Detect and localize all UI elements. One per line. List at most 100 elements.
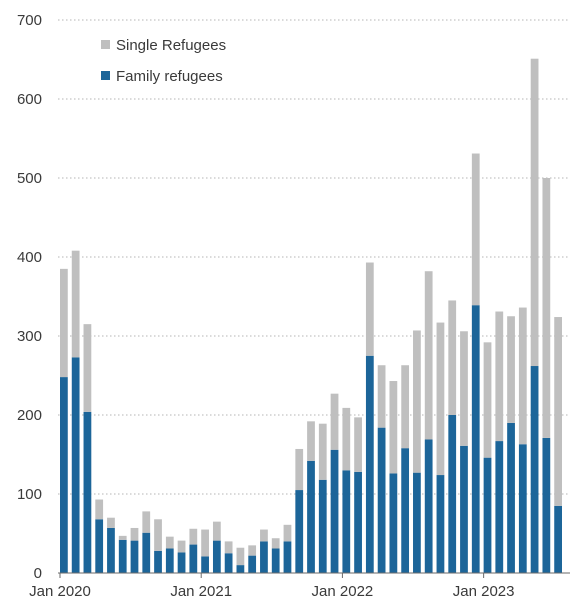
- bar-family-refugees-2023-05: [530, 366, 539, 573]
- bar-single-refugees-2022-02: [354, 417, 362, 472]
- bar-family-refugees-2022-07: [413, 472, 421, 573]
- bar-family-refugees-2020-02: [71, 357, 80, 573]
- bar-single-refugees-2023-02: [495, 311, 504, 442]
- y-tick-label: 700: [17, 12, 42, 29]
- legend-swatch-family-refugees: [101, 71, 110, 80]
- bar-single-refugees-2023-05: [530, 58, 539, 367]
- bar-family-refugees-2020-05: [107, 527, 115, 573]
- bar-single-refugees-2022-10: [448, 300, 457, 415]
- bar-single-refugees-2021-10: [307, 421, 315, 461]
- y-tick-label: 400: [17, 249, 42, 266]
- bar-family-refugees-2021-12: [330, 449, 339, 573]
- bar-single-refugees-2020-06: [118, 535, 127, 540]
- bar-family-refugees-2023-03: [507, 422, 515, 573]
- bar-family-refugees-2023-02: [495, 441, 504, 573]
- legend-swatch-single-refugees: [101, 40, 110, 49]
- bar-single-refugees-2021-01: [201, 529, 209, 557]
- bar-family-refugees-2020-03: [83, 411, 92, 573]
- bar-single-refugees-2021-02: [212, 521, 221, 541]
- legend: Single Refugees Family refugees: [101, 37, 226, 85]
- bar-family-refugees-2022-05: [389, 473, 398, 573]
- bar-single-refugees-2020-03: [83, 324, 92, 412]
- bar-single-refugees-2021-05: [248, 545, 257, 556]
- bar-family-refugees-2021-02: [212, 540, 221, 573]
- bar-single-refugees-2022-08: [424, 271, 433, 440]
- bar-single-refugees-2022-06: [401, 365, 410, 449]
- bar-family-refugees-2022-03: [365, 355, 374, 573]
- bar-single-refugees-2020-08: [142, 511, 151, 533]
- bar-single-refugees-2022-11: [460, 331, 468, 446]
- bar-single-refugees-2021-11: [318, 423, 327, 480]
- bar-single-refugees-2021-06: [260, 529, 268, 542]
- bar-family-refugees-2022-11: [460, 445, 468, 573]
- legend-label-family-refugees: Family refugees: [116, 68, 223, 85]
- bar-family-refugees-2021-05: [248, 555, 257, 573]
- bar-single-refugees-2021-12: [330, 393, 339, 450]
- bar-single-refugees-2023-07: [554, 317, 562, 506]
- bar-single-refugees-2022-05: [389, 381, 398, 474]
- bar-single-refugees-2020-04: [95, 499, 104, 520]
- y-tick-label: 200: [17, 407, 42, 424]
- bar-family-refugees-2022-04: [377, 427, 386, 573]
- bar-family-refugees-2020-08: [142, 532, 151, 573]
- bar-family-refugees-2021-08: [283, 541, 292, 573]
- y-tick-label: 0: [34, 565, 42, 582]
- y-tick-label: 100: [17, 486, 42, 503]
- bar-family-refugees-2022-12: [471, 305, 480, 573]
- bar-single-refugees-2022-03: [365, 262, 374, 356]
- bar-single-refugees-2023-04: [518, 307, 527, 445]
- bar-family-refugees-2020-10: [165, 548, 174, 573]
- bar-single-refugees-2021-08: [283, 524, 292, 542]
- bar-family-refugees-2022-01: [342, 470, 351, 573]
- bar-family-refugees-2020-12: [189, 544, 198, 573]
- bar-single-refugees-2022-12: [471, 153, 480, 306]
- x-tick-label: Jan 2023: [453, 583, 515, 600]
- bar-family-refugees-2021-09: [295, 490, 304, 573]
- bar-single-refugees-2023-06: [542, 178, 551, 438]
- bar-family-refugees-2020-11: [177, 552, 186, 573]
- bar-single-refugees-2020-01: [60, 268, 68, 378]
- bar-single-refugees-2020-02: [71, 250, 80, 358]
- y-tick-label: 600: [17, 91, 42, 108]
- bar-family-refugees-2023-06: [542, 437, 551, 573]
- bar-single-refugees-2020-05: [107, 517, 115, 528]
- bar-single-refugees-2020-10: [165, 536, 174, 549]
- bar-family-refugees-2021-10: [307, 460, 315, 573]
- bar-family-refugees-2022-06: [401, 448, 410, 573]
- bar-single-refugees-2020-07: [130, 527, 139, 541]
- bar-single-refugees-2023-03: [507, 316, 515, 423]
- x-tick-label: Jan 2021: [170, 583, 232, 600]
- bar-single-refugees-2021-04: [236, 547, 245, 566]
- bar-single-refugees-2020-12: [189, 528, 198, 545]
- bar-single-refugees-2021-09: [295, 448, 304, 491]
- bar-family-refugees-2023-07: [554, 505, 562, 573]
- bar-family-refugees-2021-04: [236, 565, 245, 573]
- bar-family-refugees-2023-01: [483, 457, 492, 573]
- bar-family-refugees-2020-07: [130, 540, 139, 573]
- gridlines: [58, 19, 570, 495]
- bar-single-refugees-2022-07: [413, 330, 421, 473]
- bar-family-refugees-2021-01: [201, 556, 209, 573]
- bar-family-refugees-2020-01: [60, 377, 68, 573]
- bars: [60, 58, 562, 573]
- bar-family-refugees-2020-06: [118, 539, 127, 573]
- x-axis-tick-labels: Jan 2020 Jan 2021 Jan 2022 Jan 2023: [29, 573, 514, 600]
- y-tick-label: 500: [17, 170, 42, 187]
- y-axis-tick-labels: 0 100 200 300 400 500 600 700: [17, 12, 42, 582]
- bar-single-refugees-2022-09: [436, 322, 445, 476]
- bar-single-refugees-2022-04: [377, 365, 386, 428]
- bar-single-refugees-2021-03: [224, 541, 233, 554]
- bar-single-refugees-2022-01: [342, 407, 351, 471]
- bar-family-refugees-2020-04: [95, 519, 104, 573]
- bar-family-refugees-2022-09: [436, 475, 445, 573]
- bar-family-refugees-2022-08: [424, 439, 433, 573]
- bar-family-refugees-2021-07: [271, 548, 280, 573]
- x-tick-label: Jan 2020: [29, 583, 91, 600]
- x-tick-label: Jan 2022: [312, 583, 374, 600]
- bar-single-refugees-2020-09: [154, 519, 162, 551]
- bar-family-refugees-2022-10: [448, 415, 457, 573]
- bar-family-refugees-2021-06: [260, 541, 268, 573]
- bar-single-refugees-2021-07: [271, 538, 280, 549]
- bar-family-refugees-2022-02: [354, 471, 362, 573]
